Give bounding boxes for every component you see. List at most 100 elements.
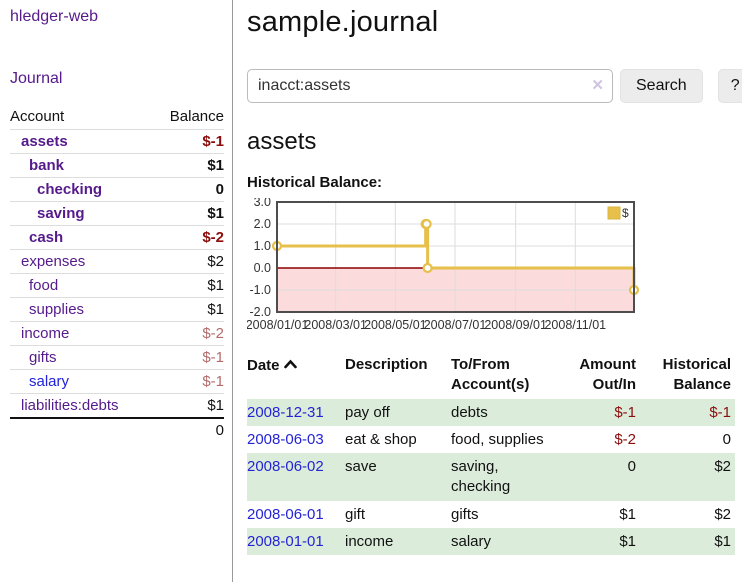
search-bar: ✕ Search ?	[247, 69, 742, 103]
transaction-amount: $1	[619, 532, 636, 550]
sidebar-account-link[interactable]: assets	[21, 133, 68, 150]
page-title: sample.journal	[247, 6, 439, 38]
sort-ascending-icon	[283, 355, 297, 375]
chart-title: Historical Balance:	[247, 174, 383, 191]
account-balance: $1	[152, 273, 224, 298]
chart-x-tick-label: 2008/01/01	[247, 318, 308, 332]
sidebar-account-link[interactable]: food	[29, 277, 59, 294]
chart-x-tick-label: 2008/03/01	[304, 318, 367, 332]
account-balance: $-2	[152, 225, 224, 250]
sidebar-item-journal[interactable]: Journal	[10, 70, 63, 87]
chart-x-tick-label: 2008/11/01	[544, 318, 606, 332]
search-help-button[interactable]: ?	[717, 69, 742, 103]
account-balance: $1	[152, 393, 224, 418]
transaction-balance: $-1	[709, 403, 731, 421]
sidebar-account-link[interactable]: bank	[29, 157, 65, 174]
accounts-total-row: 0	[10, 417, 224, 442]
account-row: gifts $-1	[10, 345, 224, 370]
account-row: bank $1	[10, 153, 224, 178]
account-balance: $1	[152, 153, 224, 178]
chart-legend-swatch	[607, 206, 621, 220]
accounts-total-value: 0	[152, 417, 224, 442]
sidebar-account-link[interactable]: gifts	[29, 349, 57, 366]
sidebar-account-link[interactable]: liabilities:debts	[21, 397, 119, 414]
chart-legend-label: $	[622, 206, 629, 220]
account-balance: $2	[152, 249, 224, 274]
transaction-balance: $2	[714, 458, 731, 475]
transaction-accounts: debts	[451, 403, 488, 421]
register-header-amount: Amount Out/In	[579, 356, 636, 394]
chart-y-tick-label: 0.0	[254, 261, 271, 275]
register-header-balance: Historical Balance	[662, 356, 731, 394]
register-header-description: Description	[345, 356, 428, 373]
account-row: cash $-2	[10, 225, 224, 250]
sidebar: hledger-web Journal Account Balance asse…	[0, 0, 233, 582]
register-header-row: Date Description To/From Account(s) Amou…	[247, 352, 735, 399]
account-row: food $1	[10, 273, 224, 298]
chart-x-tick-label: 2008/07/01	[424, 318, 487, 332]
transaction-balance: $1	[714, 532, 731, 550]
transaction-date-link[interactable]: 2008-06-02	[247, 458, 324, 475]
register-table: Date Description To/From Account(s) Amou…	[247, 352, 735, 555]
transaction-date-link[interactable]: 2008-06-03	[247, 430, 324, 448]
sidebar-account-link[interactable]: checking	[37, 181, 103, 198]
transaction-amount: 0	[627, 458, 636, 475]
search-box: ✕	[247, 69, 613, 103]
accounts-header-balance: Balance	[169, 108, 224, 125]
account-balance: $-1	[152, 369, 224, 394]
account-heading: assets	[247, 128, 317, 155]
main-content: sample.journal ✕ Search ? assets Histori…	[233, 0, 742, 582]
account-row: checking 0	[10, 177, 224, 202]
transaction-date-link[interactable]: 2008-01-01	[247, 532, 324, 550]
accounts-table-body: assets $-1 bank $1 checking 0 saving $1 cash $-2 e…	[10, 129, 224, 418]
search-button[interactable]: Search	[620, 69, 703, 103]
register-row: 2008-06-03 eat & shop food, supplies $-2 0	[247, 426, 735, 453]
chart-y-tick-label: 1.0	[254, 239, 271, 253]
account-row: expenses $2	[10, 249, 224, 274]
accounts-header-row: Account Balance	[10, 105, 224, 130]
chart-data-marker	[421, 218, 432, 230]
account-row: assets $-1	[10, 129, 224, 154]
transaction-accounts: gifts	[451, 505, 479, 523]
transaction-amount: $-2	[614, 430, 636, 448]
transaction-description: save	[345, 458, 377, 475]
account-balance: $1	[152, 201, 224, 226]
account-row: income $-2	[10, 321, 224, 346]
transaction-description: pay off	[345, 403, 390, 421]
transaction-accounts: salary	[451, 532, 492, 550]
transaction-description: eat & shop	[345, 430, 417, 448]
register-table-body: 2008-12-31 pay off debts $-1 $-1 2008-06-03 ea…	[247, 398, 735, 555]
brand-link[interactable]: hledger-web	[10, 8, 99, 25]
balance-chart: $3.0 2.0 1.0 0.0 -1.0 -2.02008/01/012008/03/0…	[247, 198, 640, 332]
sidebar-account-link[interactable]: saving	[37, 205, 85, 222]
search-input[interactable]	[247, 69, 613, 103]
account-balance: $-1	[152, 129, 224, 154]
sidebar-account-link[interactable]: salary	[29, 373, 70, 390]
chart-data-marker	[422, 262, 433, 274]
sidebar-account-link[interactable]: cash	[29, 229, 64, 246]
chart-y-tick-label: -2.0	[249, 305, 271, 319]
account-row: salary $-1	[10, 369, 224, 394]
chart-y-tick-label: 2.0	[254, 217, 271, 231]
transaction-date-link[interactable]: 2008-06-01	[247, 505, 324, 523]
clear-search-icon[interactable]: ✕	[591, 77, 604, 94]
accounts-table: Account Balance assets $-1 bank $1 checking 0…	[10, 105, 224, 442]
chart-y-tick-label: -1.0	[249, 283, 271, 297]
sidebar-account-link[interactable]: supplies	[29, 301, 85, 318]
transaction-balance: $2	[714, 505, 731, 523]
transaction-amount: $1	[619, 505, 636, 523]
register-header-date-label: Date	[247, 357, 280, 374]
sidebar-account-link[interactable]: income	[21, 325, 70, 342]
chart-x-tick-label: 2008/05/01	[364, 318, 427, 332]
account-row: liabilities:debts $1	[10, 393, 224, 418]
register-header-date[interactable]: Date	[247, 352, 345, 399]
transaction-date-link[interactable]: 2008-12-31	[247, 403, 324, 421]
account-row: supplies $1	[10, 297, 224, 322]
account-row: saving $1	[10, 201, 224, 226]
transaction-accounts: food, supplies	[451, 430, 544, 448]
transaction-balance: 0	[722, 430, 731, 448]
chart-y-tick-label: 3.0	[254, 198, 271, 209]
register-row: 2008-06-01 gift gifts $1 $2	[247, 501, 735, 528]
transaction-description: income	[345, 532, 394, 550]
sidebar-account-link[interactable]: expenses	[21, 253, 86, 270]
